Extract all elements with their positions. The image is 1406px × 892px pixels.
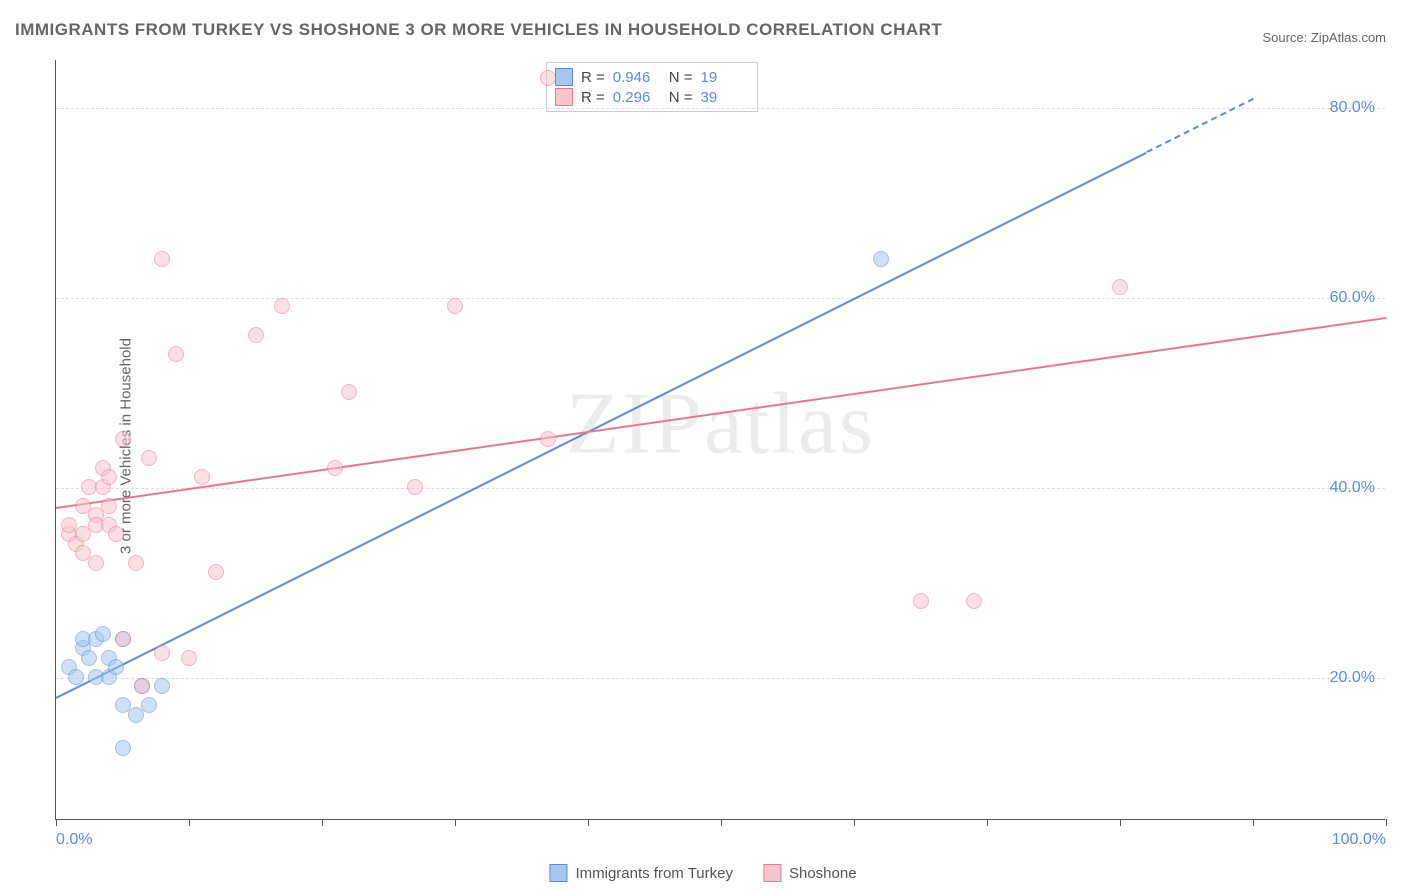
legend-swatch [555,88,573,106]
x-tick-mark [322,819,323,826]
gridline [56,108,1385,109]
plot-area: ZIPatlas R = 0.946 N = 19 R = 0.296 N = 39 20.0… [55,60,1385,820]
data-point [154,645,170,661]
x-tick-mark [854,819,855,826]
data-point [101,498,117,514]
x-tick-label: 100.0% [1332,831,1386,849]
data-point [68,669,84,685]
data-point [407,479,423,495]
data-point [115,740,131,756]
watermark-text: ZIPatlas [566,374,875,475]
bottom-legend-item: Shoshone [763,864,857,882]
data-point [141,697,157,713]
y-tick-label: 60.0% [1330,289,1375,307]
x-tick-mark [1386,819,1387,826]
x-tick-mark [56,819,57,826]
trendline [56,317,1386,509]
y-tick-label: 40.0% [1330,479,1375,497]
data-point [540,431,556,447]
bottom-legend-item: Immigrants from Turkey [549,864,733,882]
x-tick-mark [189,819,190,826]
source-attribution: Source: ZipAtlas.com [1262,30,1386,45]
y-tick-label: 80.0% [1330,99,1375,117]
data-point [128,555,144,571]
data-point [154,678,170,694]
x-tick-mark [987,819,988,826]
gridline [56,678,1385,679]
stat-r-value: 0.946 [613,69,661,86]
stat-r-label: R = [581,89,605,106]
stat-n-value: 19 [701,69,749,86]
data-point [327,460,343,476]
legend-swatch [763,864,781,882]
x-tick-mark [455,819,456,826]
data-point [108,659,124,675]
legend-swatch [555,68,573,86]
x-tick-mark [1253,819,1254,826]
stat-r-value: 0.296 [613,89,661,106]
data-point [95,626,111,642]
chart-title: IMMIGRANTS FROM TURKEY VS SHOSHONE 3 OR … [15,20,942,40]
stat-n-value: 39 [701,89,749,106]
data-point [181,650,197,666]
data-point [966,593,982,609]
data-point [101,469,117,485]
legend-label: Immigrants from Turkey [575,865,733,882]
stat-r-label: R = [581,69,605,86]
data-point [913,593,929,609]
y-tick-label: 20.0% [1330,669,1375,687]
data-point [208,564,224,580]
data-point [447,298,463,314]
data-point [115,631,131,647]
legend-label: Shoshone [789,865,857,882]
data-point [81,650,97,666]
data-point [274,298,290,314]
data-point [88,555,104,571]
data-point [248,327,264,343]
data-point [1112,279,1128,295]
gridline [56,488,1385,489]
stat-legend-row: R = 0.946 N = 19 [555,67,749,87]
trendline [56,151,1147,698]
data-point [154,251,170,267]
stat-legend-row: R = 0.296 N = 39 [555,87,749,107]
stat-n-label: N = [669,89,693,106]
legend-swatch [549,864,567,882]
stat-n-label: N = [669,69,693,86]
x-tick-label: 0.0% [56,831,92,849]
x-tick-mark [1120,819,1121,826]
x-tick-mark [721,819,722,826]
stat-legend: R = 0.946 N = 19 R = 0.296 N = 39 [546,62,758,112]
x-tick-mark [588,819,589,826]
trendline [1146,98,1253,153]
data-point [540,70,556,86]
gridline [56,298,1385,299]
data-point [108,526,124,542]
data-point [134,678,150,694]
data-point [115,431,131,447]
bottom-legend: Immigrants from Turkey Shoshone [549,864,856,882]
data-point [873,251,889,267]
data-point [168,346,184,362]
data-point [141,450,157,466]
data-point [194,469,210,485]
data-point [341,384,357,400]
